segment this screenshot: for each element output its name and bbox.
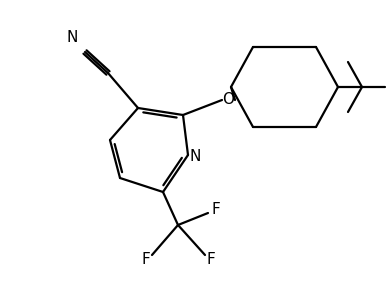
Text: N: N: [189, 149, 201, 164]
Text: F: F: [212, 202, 220, 218]
Text: O: O: [222, 91, 234, 106]
Text: N: N: [66, 30, 78, 45]
Text: F: F: [142, 252, 151, 268]
Text: F: F: [207, 252, 215, 268]
